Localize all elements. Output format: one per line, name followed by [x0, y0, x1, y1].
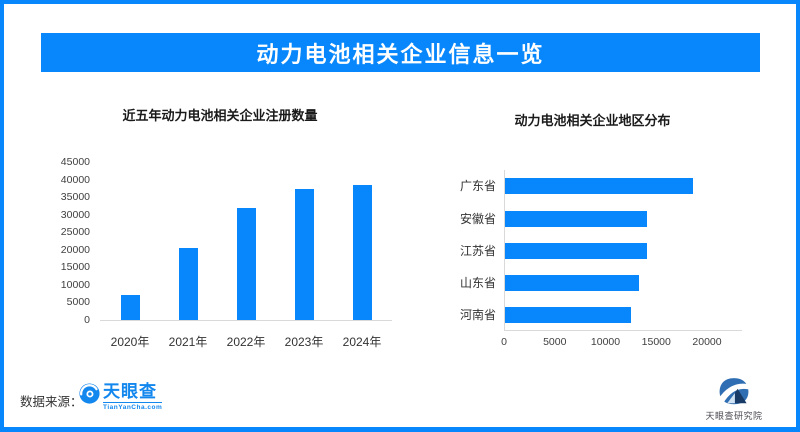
data-source-label: 数据来源： — [20, 395, 83, 409]
registration-ytick-40000: 40000 — [60, 173, 90, 186]
region-chart-title: 动力电池相关企业地区分布 — [514, 113, 671, 128]
region-y-axis-line — [504, 170, 505, 331]
tianyancha-logo-text-block: 天眼查 TianYanCha.com — [103, 382, 163, 411]
region-xtick-20000: 20000 — [692, 336, 722, 348]
frame-edge-bottom — [0, 427, 800, 432]
title-banner: 动力电池相关企业信息一览 — [41, 33, 760, 72]
region-category-广东省: 广东省 — [459, 179, 496, 194]
frame-edge-top — [0, 0, 800, 4]
registration-bar-2020年 — [120, 295, 140, 320]
region-xtick-15000: 15000 — [641, 336, 671, 348]
tianyancha-logo: 天眼查 TianYanCha.com — [79, 382, 163, 411]
registration-bar-2022年 — [236, 207, 256, 320]
region-category-河南省: 河南省 — [459, 308, 496, 323]
region-xtick-5000: 5000 — [543, 336, 567, 348]
institute-mountain-icon — [716, 378, 752, 407]
registration-bar-2023年 — [294, 188, 314, 320]
registration-ytick-20000: 20000 — [60, 243, 90, 256]
tianyancha-eye-icon — [79, 383, 100, 404]
frame-edge-right — [796, 0, 800, 432]
registration-xlabel-2022年: 2022年 — [226, 335, 266, 349]
region-bar-安徽省 — [505, 210, 648, 227]
registration-ytick-45000: 45000 — [60, 156, 90, 169]
region-category-山东省: 山东省 — [459, 275, 496, 290]
tianyancha-logo-url: TianYanCha.com — [103, 402, 163, 411]
registration-xlabel-2020年: 2020年 — [110, 335, 150, 349]
registration-bar-2024年 — [352, 185, 372, 320]
region-xtick-10000: 10000 — [590, 336, 621, 348]
registration-bar-2021年 — [178, 248, 198, 320]
institute-name: 天眼查研究院 — [705, 411, 763, 421]
region-xtick-0: 0 — [501, 336, 507, 348]
institute-logo: 天眼查研究院 — [698, 378, 770, 422]
registration-x-axis-line — [100, 320, 392, 321]
region-bar-广东省 — [505, 178, 693, 195]
registration-ytick-30000: 30000 — [60, 208, 90, 221]
frame-edge-left — [0, 0, 4, 432]
registration-xlabel-2023年: 2023年 — [284, 335, 324, 349]
registration-ytick-35000: 35000 — [60, 191, 90, 204]
registration-chart-title: 近五年动力电池相关企业注册数量 — [122, 108, 318, 123]
registration-ytick-10000: 10000 — [60, 278, 90, 291]
tianyancha-logo-name: 天眼查 — [103, 382, 157, 401]
registration-ytick-15000: 15000 — [60, 261, 90, 274]
region-bar-河南省 — [505, 307, 631, 324]
region-bar-江苏省 — [505, 242, 648, 259]
registration-ytick-0: 0 — [84, 314, 90, 326]
registration-ytick-5000: 5000 — [66, 296, 90, 309]
region-bar-山东省 — [505, 274, 639, 291]
region-category-江苏省: 江苏省 — [459, 243, 496, 258]
region-category-安徽省: 安徽省 — [459, 211, 496, 226]
page-title: 动力电池相关企业信息一览 — [256, 41, 545, 67]
registration-xlabel-2021年: 2021年 — [168, 335, 208, 349]
region-x-axis-line — [504, 330, 742, 331]
registration-xlabel-2024年: 2024年 — [342, 335, 382, 349]
registration-ytick-25000: 25000 — [60, 226, 90, 239]
